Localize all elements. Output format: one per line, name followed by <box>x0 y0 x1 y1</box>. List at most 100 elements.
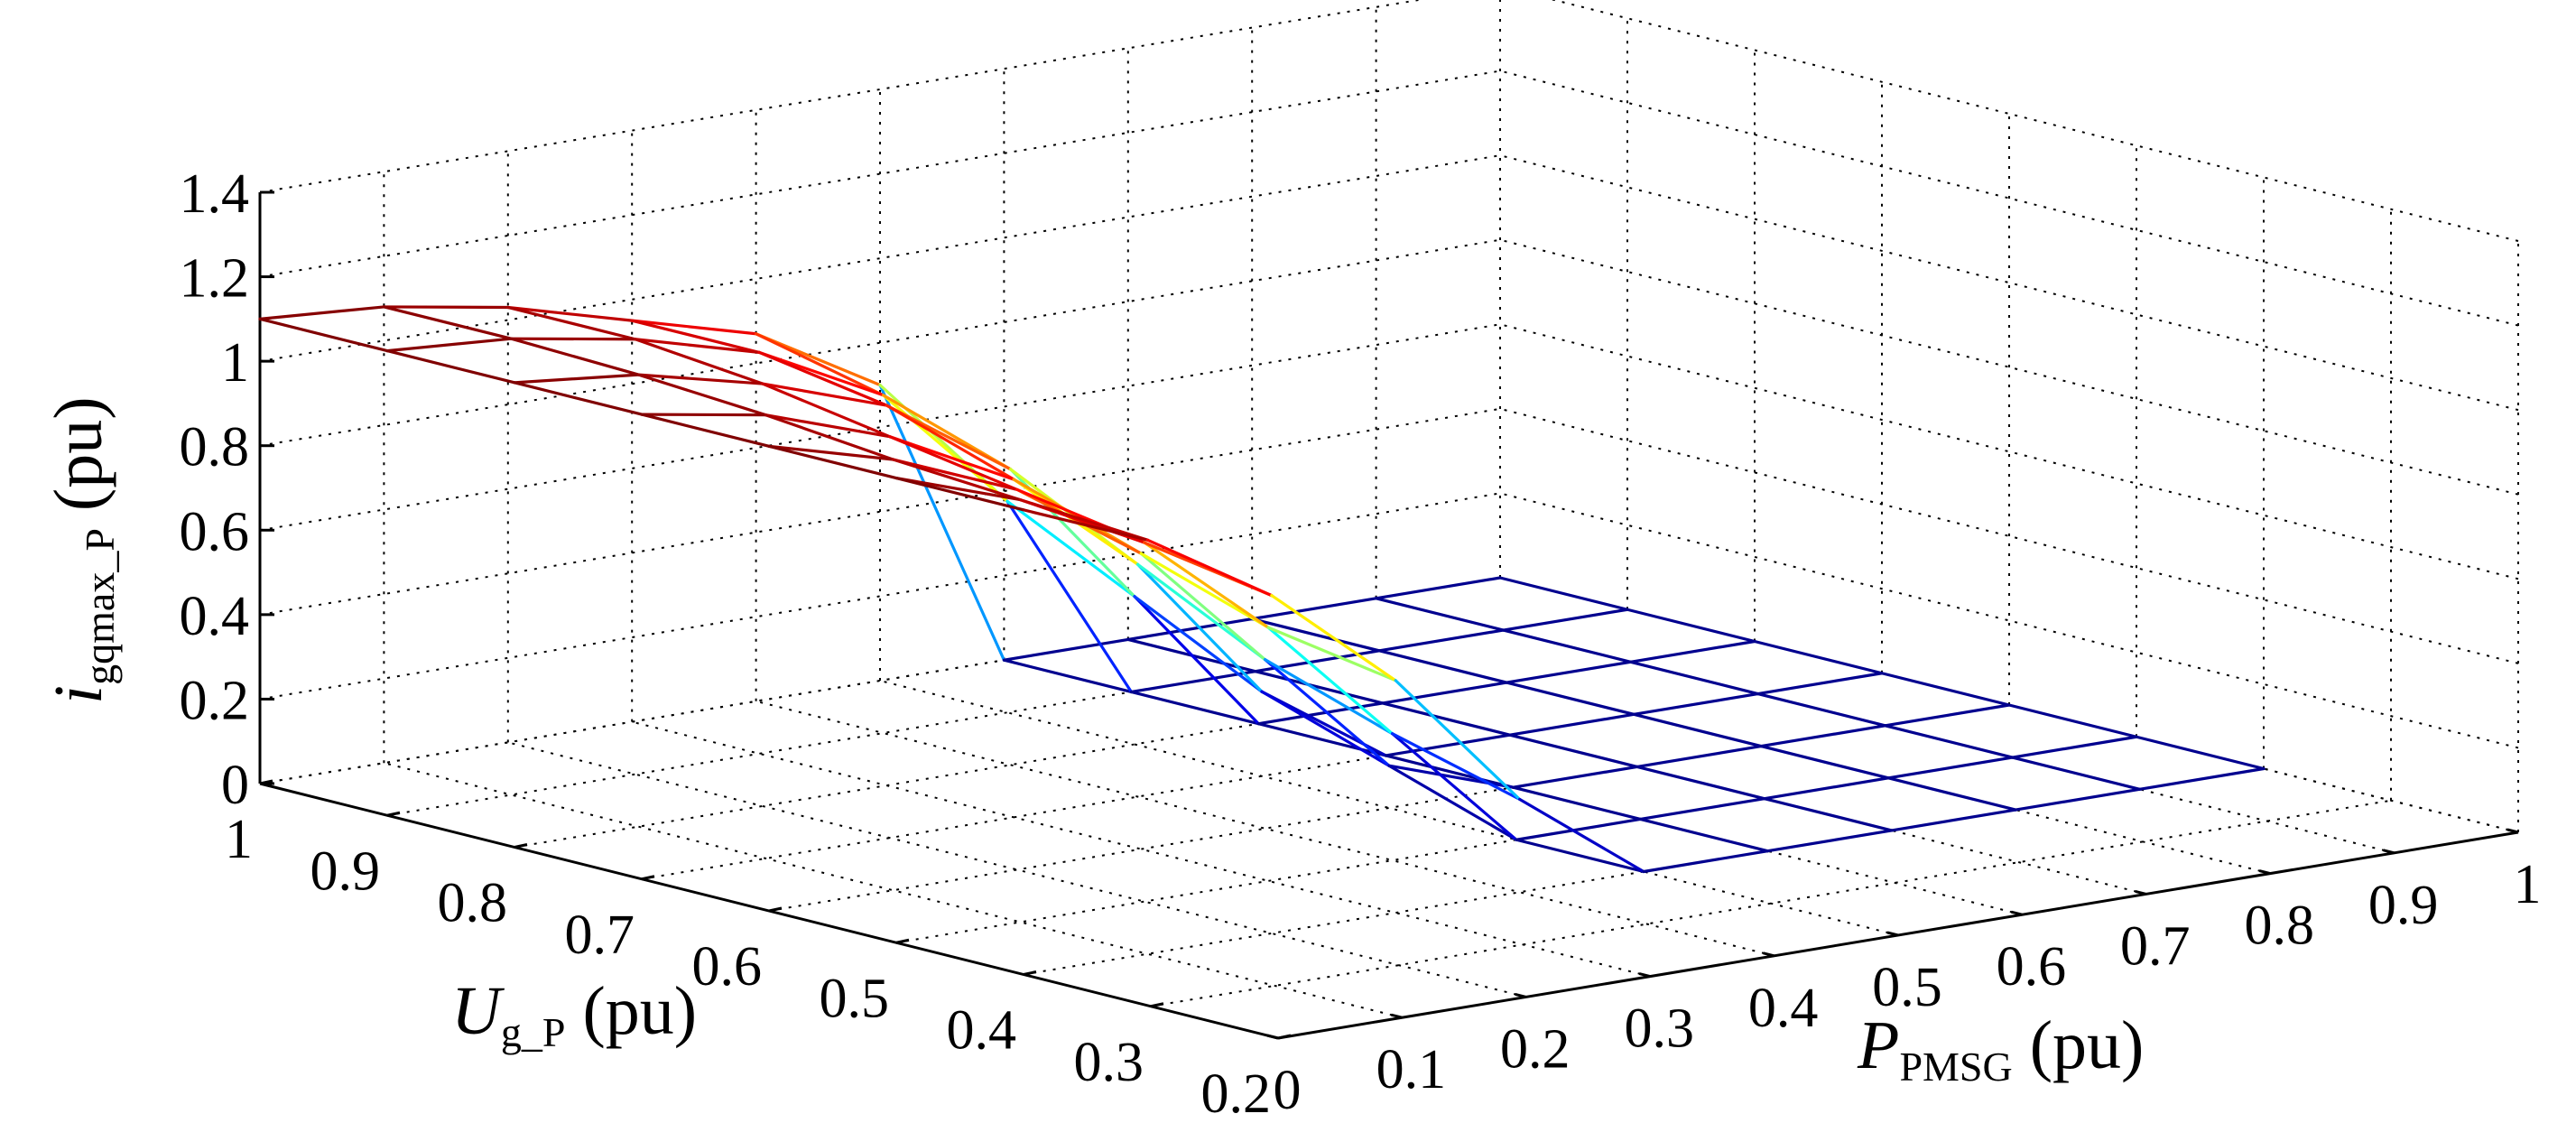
mesh-segment <box>2011 735 2138 759</box>
mesh-segment <box>506 305 637 341</box>
mesh-segment <box>1002 658 1134 694</box>
mesh-segment <box>1139 552 1267 662</box>
mesh-segment <box>1005 499 1134 694</box>
mesh-segment <box>1256 722 1388 757</box>
mesh-segment <box>1505 660 1633 684</box>
floor-grid-line <box>514 640 1756 849</box>
axis-layer <box>258 190 2519 1040</box>
mesh-segment <box>1628 660 1760 696</box>
mesh-segment <box>1515 817 1643 841</box>
u-tick-label: 0.6 <box>692 936 763 998</box>
mesh-segment <box>761 382 888 407</box>
mesh-segment <box>767 444 895 461</box>
mesh-segment <box>1642 849 1770 874</box>
mesh-segment <box>1005 499 1136 599</box>
mesh-segment <box>1886 776 2017 812</box>
p-tick-mark <box>1391 1013 1403 1019</box>
p-tick-mark <box>1886 931 1899 937</box>
u-tick-label: 1 <box>225 809 253 870</box>
z-tick-label: 0.6 <box>180 501 250 562</box>
mesh-segment <box>1753 639 1884 675</box>
mesh-segment <box>1505 681 1635 716</box>
mesh-segment <box>1374 597 1506 632</box>
mesh-segment <box>1628 639 1756 664</box>
mesh-segment <box>1508 733 1639 769</box>
u-tick-label: 0.3 <box>1074 1032 1144 1093</box>
mesh-segment <box>640 413 768 417</box>
mesh-segment <box>1763 797 1894 832</box>
mesh-segment <box>2135 735 2266 771</box>
p-tick-label: 0.3 <box>1624 998 1694 1060</box>
floor-grid-line <box>631 720 1651 978</box>
mesh-segment <box>1377 628 1506 653</box>
mesh-segment <box>1763 776 1890 801</box>
mesh-segment <box>1880 672 2011 707</box>
u-tick-mark <box>1150 1002 1164 1008</box>
mesh-segment <box>1635 765 1766 801</box>
p-tick-mark <box>2135 889 2147 896</box>
mesh-segment <box>634 338 761 354</box>
mesh-segment <box>1263 658 1395 736</box>
mesh-segment <box>1002 637 1130 662</box>
mesh-segment <box>761 382 892 439</box>
mesh-segment <box>1381 701 1512 737</box>
floor-grid-line <box>1023 767 2265 976</box>
back-wall-grid-line <box>259 154 1501 363</box>
mesh-segment <box>1501 608 1629 632</box>
y-axis-label: Ug_P (pu) <box>451 973 697 1055</box>
p-tick-mark <box>1515 992 1527 998</box>
u-tick-mark <box>1023 970 1037 976</box>
mesh-segment <box>636 373 768 417</box>
mesh-segment <box>1263 658 1391 767</box>
mesh-segment <box>1498 576 1629 611</box>
mesh-segment <box>1250 617 1381 653</box>
mesh-segment <box>640 413 771 448</box>
x-axis-label: PPMSG (pu) <box>1857 1007 2144 1090</box>
back-wall-grid-line <box>259 407 1501 616</box>
floor-grid-line <box>507 741 1527 998</box>
mesh-segment <box>1390 732 1518 841</box>
mesh-segment <box>1626 608 1756 644</box>
p-tick-label: 0 <box>1274 1060 1302 1121</box>
back-wall-grid-line <box>259 70 1501 278</box>
u-tick-mark <box>259 779 273 785</box>
mesh-segment <box>1632 712 1763 748</box>
side-wall-grid-line <box>1499 238 2519 496</box>
mesh-segment <box>1508 712 1635 737</box>
mesh-segment <box>1129 670 1257 694</box>
mesh-segment <box>1511 765 1639 789</box>
floor-grid-line <box>384 762 1403 1019</box>
back-wall-grid-line <box>259 323 1501 532</box>
mesh-segment <box>1266 626 1397 682</box>
mesh-segment <box>513 373 641 385</box>
mesh-segment <box>2138 766 2266 791</box>
mesh-segment <box>2011 756 2142 791</box>
p-tick-mark <box>1266 1034 1279 1040</box>
u-tick-mark <box>641 875 655 881</box>
floor-grid-line <box>386 608 1628 817</box>
mesh-segment <box>2007 703 2138 738</box>
mesh-segment <box>1133 595 1261 726</box>
mesh-segment <box>891 458 1019 491</box>
mesh-segment <box>1890 808 2017 832</box>
back-wall-grid-line <box>259 577 1501 784</box>
mesh-segment <box>1394 679 1522 801</box>
floor-grid-line <box>641 672 1883 880</box>
mesh-segment <box>1390 732 1522 801</box>
p-tick-label: 0.2 <box>1500 1018 1571 1080</box>
mesh-segment <box>1635 744 1763 769</box>
grid-layer <box>259 0 2519 1039</box>
mesh-segment <box>1638 797 1766 821</box>
u-tick-mark <box>1277 1034 1292 1040</box>
mesh-segment <box>630 319 758 336</box>
back-wall-grid-line <box>259 492 1501 701</box>
z-tick-label: 1 <box>221 332 249 394</box>
floor-grid-line <box>879 680 1899 936</box>
mesh-segment <box>1517 797 1645 874</box>
mesh-segment <box>767 444 898 480</box>
u-tick-mark <box>768 906 783 913</box>
u-tick-label: 0.5 <box>820 968 890 1029</box>
mesh-segment <box>1129 690 1261 726</box>
p-tick-mark <box>2011 910 2023 916</box>
